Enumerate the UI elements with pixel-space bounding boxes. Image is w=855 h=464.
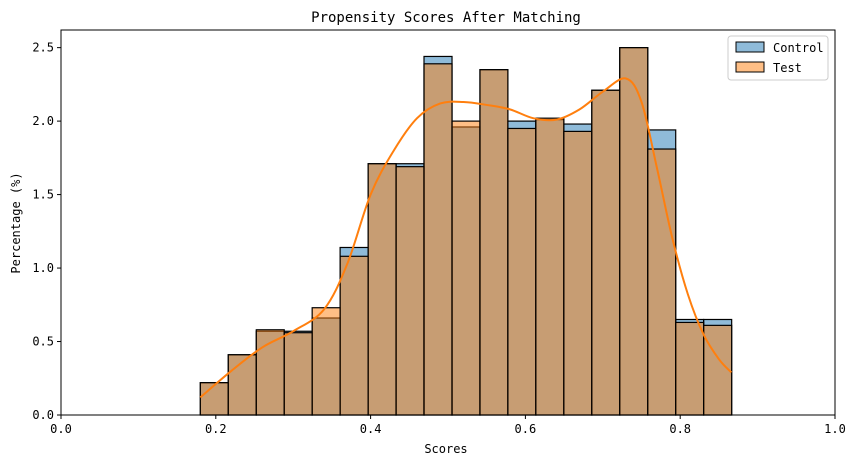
y-axis: 0.0 0.5 1.0 1.5 2.0 2.5 [32, 41, 61, 422]
bar-test-10 [479, 69, 509, 416]
x-tick-label: 0.2 [205, 422, 227, 436]
bar-test-3 [283, 332, 313, 416]
x-axis: 0.0 0.2 0.4 0.6 0.8 1.0 [50, 415, 846, 436]
y-tick-label: 1.0 [32, 261, 54, 275]
kde-line [199, 77, 733, 399]
bars-layer [199, 47, 733, 416]
x-tick-label: 0.8 [669, 422, 691, 436]
y-tick-label: 0.5 [32, 335, 54, 349]
legend-label-control: Control [773, 41, 824, 55]
bar-test-6 [367, 163, 397, 416]
y-tick-label: 2.0 [32, 114, 54, 128]
y-tick-label: 2.5 [32, 41, 54, 55]
bar-test-12 [535, 117, 565, 416]
bar-test-1 [227, 354, 257, 416]
legend: Control Test [727, 35, 829, 81]
bar-test-18 [703, 324, 733, 416]
bar-test-17 [675, 321, 705, 416]
plot-frame [60, 29, 836, 416]
bar-test-13 [563, 130, 593, 416]
legend-swatch-test [735, 61, 765, 73]
y-tick-label: 0.0 [32, 408, 54, 422]
x-tick-label: 1.0 [824, 422, 846, 436]
x-tick-label: 0.4 [360, 422, 382, 436]
bar-test-0 [199, 382, 229, 416]
bar-test-15 [619, 47, 649, 416]
legend-swatch-control [735, 41, 765, 53]
legend-label-test: Test [773, 61, 802, 75]
bar-test-11 [507, 127, 537, 416]
bar-test-8 [423, 63, 453, 416]
bar-test-9 [451, 120, 481, 416]
x-tick-label: 0.6 [515, 422, 537, 436]
bar-test-7 [395, 166, 425, 416]
kde-layer [199, 77, 733, 399]
chart-title: Propensity Scores After Matching [311, 10, 581, 26]
bar-test-5 [339, 255, 369, 416]
x-axis-title: Scores [424, 442, 467, 456]
x-tick-label: 0.0 [50, 422, 72, 436]
y-tick-label: 1.5 [32, 188, 54, 202]
bar-test-14 [591, 89, 621, 416]
bar-test-4 [311, 307, 341, 416]
y-axis-title: Percentage (%) [9, 172, 23, 273]
